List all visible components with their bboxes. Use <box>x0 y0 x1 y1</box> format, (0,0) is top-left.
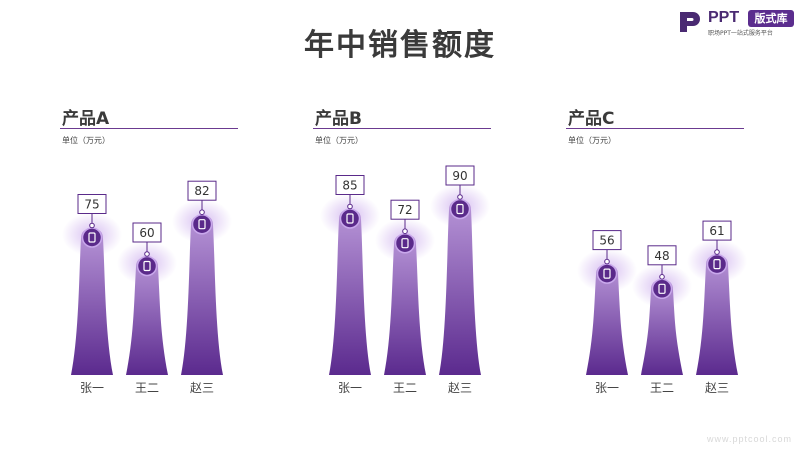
value-label: 48 <box>654 249 669 263</box>
bar <box>181 215 223 375</box>
phone-icon <box>346 213 354 224</box>
value-label: 90 <box>452 169 467 183</box>
connector-dot <box>89 222 95 229</box>
category-label: 王二 <box>393 381 417 395</box>
category-label: 王二 <box>135 381 159 395</box>
category-label: 王二 <box>650 381 674 395</box>
connector-dot <box>144 251 150 257</box>
panel-title-a: 产品A <box>62 109 110 129</box>
value-label-box <box>132 222 162 243</box>
brand-logo: PPT 版式库 职场PPT一站式服务平台 <box>678 8 796 37</box>
value-label-box <box>702 220 732 241</box>
phone-icon <box>401 238 409 249</box>
connector-dot <box>199 209 205 215</box>
bar-marker <box>394 232 416 254</box>
value-label-box <box>445 165 475 186</box>
phone-icon <box>713 259 721 270</box>
value-label-box <box>335 175 365 195</box>
phone-icon <box>456 203 464 215</box>
page-title: 年中销售额度 <box>304 28 496 63</box>
category-label: 赵三 <box>705 381 729 395</box>
category-label: 张一 <box>338 381 362 395</box>
phone-icon <box>603 268 611 279</box>
panel-title-c: 产品C <box>568 109 615 129</box>
watermark: www.pptcool.com <box>706 434 792 444</box>
logo-badge: 版式库 <box>748 10 794 27</box>
bar-marker <box>339 208 361 229</box>
bar <box>696 255 738 375</box>
connector-dot <box>402 228 408 234</box>
bar <box>126 257 168 375</box>
panel-divider-b <box>313 128 491 129</box>
phone-icon <box>143 260 151 272</box>
category-label: 张一 <box>595 381 619 395</box>
bar-marker <box>191 213 213 235</box>
bar <box>641 279 683 375</box>
value-label-box <box>77 194 107 214</box>
bar <box>329 209 371 375</box>
connector-dot <box>714 249 720 255</box>
connector-dot <box>457 194 463 200</box>
phone-icon <box>88 232 96 243</box>
category-label: 张一 <box>80 381 104 395</box>
value-label-box <box>390 199 420 220</box>
value-label: 60 <box>139 226 154 240</box>
value-label: 56 <box>599 234 614 248</box>
bar <box>439 200 481 375</box>
category-label: 赵三 <box>448 381 472 395</box>
value-label-box <box>592 230 622 251</box>
logo-tagline: 职场PPT一站式服务平台 <box>708 30 773 37</box>
panel-unit-a: 单位（万元） <box>62 136 110 145</box>
value-label: 75 <box>84 198 99 212</box>
category-label: 赵三 <box>190 381 214 395</box>
connector-dot <box>347 203 353 210</box>
panel-divider-c <box>566 128 744 129</box>
bar <box>586 264 628 375</box>
bar <box>384 234 426 375</box>
value-label: 72 <box>397 203 412 217</box>
panel-divider-a <box>60 128 238 129</box>
bar-marker <box>706 253 728 275</box>
value-label-box <box>187 180 217 201</box>
bar-marker <box>81 227 103 248</box>
logo-text: PPT <box>708 9 740 26</box>
panel-unit-c: 单位（万元） <box>568 136 616 145</box>
bar-marker <box>449 198 471 220</box>
bar-marker <box>596 263 618 284</box>
phone-icon <box>658 283 666 294</box>
bar-marker <box>651 278 673 300</box>
bar-marker <box>136 255 158 277</box>
value-label: 85 <box>342 179 357 193</box>
connector-dot <box>659 274 665 280</box>
panel-unit-b: 单位（万元） <box>315 136 363 145</box>
phone-icon <box>198 219 206 230</box>
bar <box>71 228 113 375</box>
value-label: 61 <box>709 224 724 238</box>
value-label-box <box>647 245 677 266</box>
panel-title-b: 产品B <box>315 109 362 129</box>
value-label: 82 <box>194 184 209 198</box>
logo-p-icon <box>680 12 700 32</box>
connector-dot <box>604 258 610 265</box>
